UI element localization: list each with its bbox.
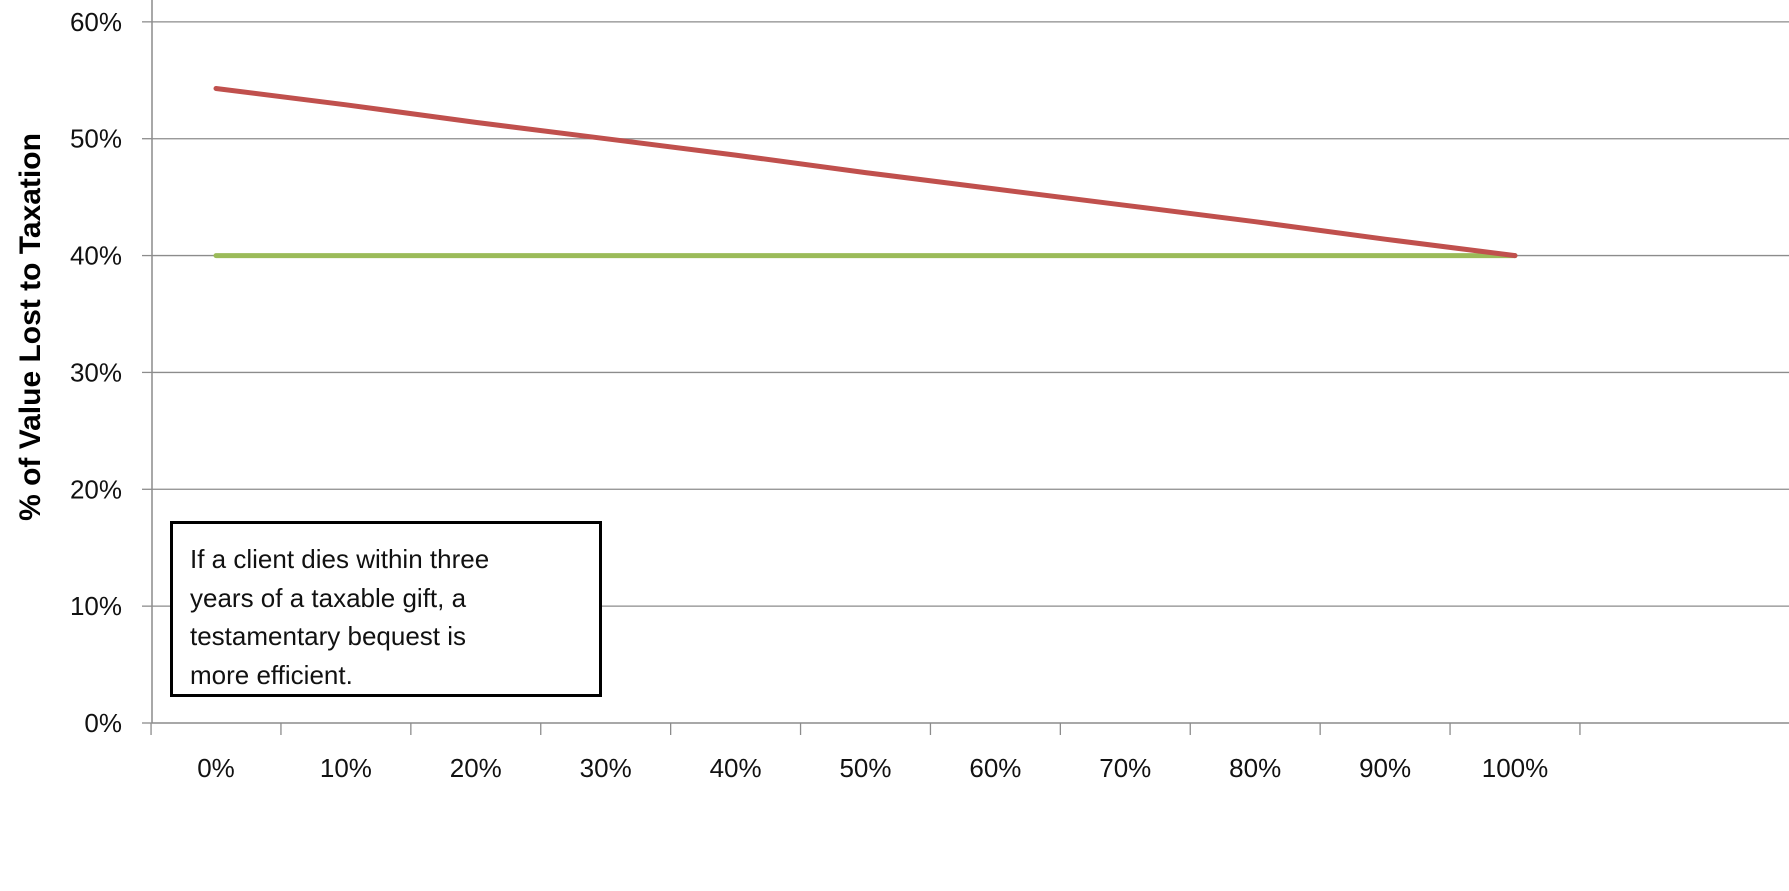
- annotation-line: more efficient.: [190, 659, 353, 690]
- x-tick-label: 70%: [1099, 753, 1151, 783]
- x-tick-label: 80%: [1229, 753, 1281, 783]
- annotation-box: If a client dies within three years of a…: [170, 521, 602, 697]
- y-tick-label: 0%: [84, 708, 122, 738]
- x-tick-label: 0%: [197, 753, 235, 783]
- annotation-line: years of a taxable gift, a: [190, 582, 467, 613]
- series-lines: [213, 86, 1518, 259]
- y-tick-labels: 0%10%20%30%40%50%60%70%: [70, 7, 122, 738]
- x-tick-label: 60%: [969, 753, 1021, 783]
- y-axis-title: % of Value Lost to Taxation: [14, 133, 47, 521]
- annotation-line: testamentary bequest is: [190, 621, 467, 651]
- y-tick-label: 20%: [70, 474, 122, 504]
- y-tick-label: 10%: [70, 591, 122, 621]
- axes: [142, 0, 1789, 735]
- y-tick-label: 50%: [70, 124, 122, 154]
- grid-lines: [152, 21, 1789, 607]
- x-tick-labels: 0% 10% 20% 30% 40% 50% 60% 70% 80% 90% 100%: [197, 753, 1548, 783]
- x-tick-label: 90%: [1359, 753, 1411, 783]
- annotation-line: If a client dies within three: [190, 544, 490, 574]
- x-tick-label: 50%: [839, 753, 891, 783]
- x-tick-label: 10%: [320, 753, 372, 783]
- x-tick-label: 100%: [1482, 753, 1549, 783]
- y-tick-label: 30%: [70, 357, 122, 387]
- x-tick-label: 20%: [450, 753, 502, 783]
- x-tick-label: 40%: [710, 753, 762, 783]
- y-tick-label: 40%: [70, 241, 122, 271]
- series-line-red: [213, 86, 1518, 259]
- y-tick-label: 60%: [70, 7, 122, 37]
- x-tick-label: 30%: [580, 753, 632, 783]
